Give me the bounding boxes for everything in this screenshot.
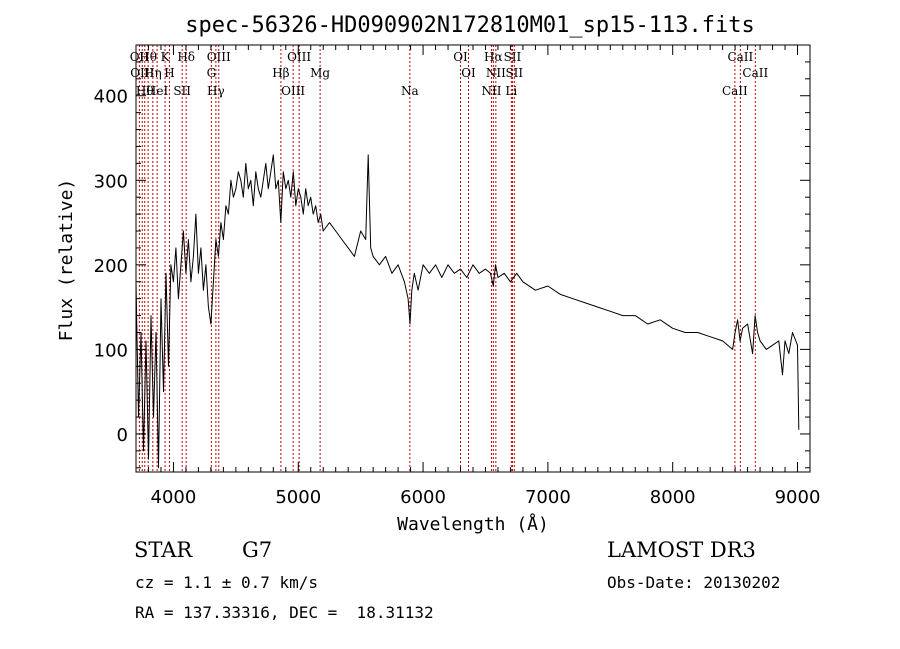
object-class: STAR <box>134 538 193 562</box>
y-tick-label: 400 <box>94 87 128 108</box>
line-marker-label: Hα <box>484 50 503 64</box>
y-tick-label: 200 <box>94 256 128 277</box>
line-marker-label: Hθ <box>139 50 157 64</box>
y-axis-ticks: 0 100 200 300 400 <box>94 44 810 469</box>
x-tick-label: 6000 <box>400 487 446 508</box>
object-subclass: G7 <box>242 538 273 562</box>
line-marker-label: OIII <box>287 50 311 64</box>
line-marker-labels: OIIOIIIHθHθHηHeIKHSIIHδGHγOIIIHβOIIIOIII… <box>130 50 769 98</box>
y-tick-label: 300 <box>94 171 128 192</box>
line-marker-label: Mg <box>310 66 330 80</box>
line-marker-label: CaII <box>742 66 768 80</box>
line-marker-label: Hδ <box>177 50 195 64</box>
line-marker-label: H <box>164 66 174 80</box>
y-tick-label: 0 <box>117 425 128 446</box>
line-marker-label: NII <box>481 84 501 98</box>
x-axis-label: Wavelength (Å) <box>397 513 549 535</box>
line-marker-label: Hθ <box>136 84 154 98</box>
x-axis-ticks: 4000 5000 6000 7000 8000 9000 <box>135 45 821 508</box>
spectrum-series <box>135 154 800 469</box>
line-marker-label: OIII <box>207 50 231 64</box>
line-marker-label: CaII <box>722 84 748 98</box>
line-marker-label: Li <box>505 84 517 98</box>
redshift-info: cz = 1.1 ± 0.7 km/s <box>135 573 319 592</box>
line-markers <box>138 45 756 472</box>
x-tick-label: 9000 <box>775 487 821 508</box>
line-marker-label: OI <box>461 66 476 80</box>
x-tick-label: 7000 <box>525 487 571 508</box>
x-tick-label: 5000 <box>275 487 321 508</box>
line-marker-label: HeI <box>146 84 169 98</box>
y-axis-label: Flux (relative) <box>56 179 77 342</box>
line-marker-label: NII <box>486 66 506 80</box>
line-marker-label: SII <box>505 66 523 80</box>
y-tick-label: 100 <box>94 340 128 361</box>
coordinates: RA = 137.33316, DEC = 18.31132 <box>135 603 434 622</box>
line-marker-label: K <box>161 50 171 64</box>
line-marker-label: Hβ <box>272 66 289 80</box>
chart-title: spec-56326-HD090902N172810M01_sp15-113.f… <box>185 13 755 38</box>
line-marker-label: SII <box>504 50 522 64</box>
spectrum-line <box>135 154 800 469</box>
line-marker-label: SII <box>173 84 191 98</box>
observation-date: Obs-Date: 20130202 <box>607 573 781 592</box>
x-tick-label: 4000 <box>151 487 197 508</box>
line-marker-label: CaII <box>727 50 753 64</box>
survey-name: LAMOST DR3 <box>607 538 756 562</box>
line-marker-label: Na <box>401 84 419 98</box>
line-marker-label: OII <box>130 50 150 64</box>
x-tick-label: 8000 <box>650 487 696 508</box>
line-marker-label: OI <box>453 50 468 64</box>
plot-frame <box>135 44 811 473</box>
line-marker-label: OIII <box>281 84 305 98</box>
line-marker-label: G <box>207 66 217 80</box>
line-marker-label: Hγ <box>207 84 225 98</box>
line-marker-label: Hη <box>144 66 162 80</box>
